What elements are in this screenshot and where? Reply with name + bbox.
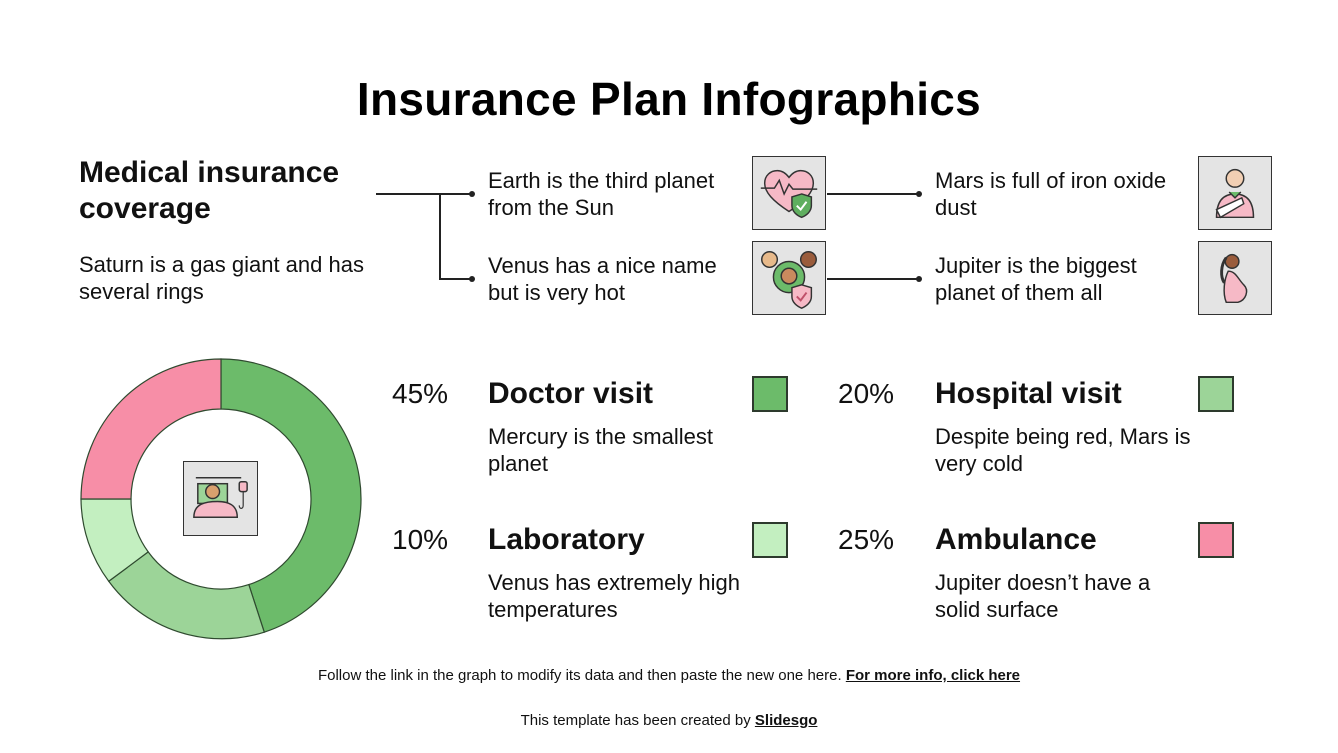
people-shield-icon (752, 241, 826, 315)
footer-note-text: Follow the link in the graph to modify i… (317, 667, 842, 684)
connector-dot (916, 191, 922, 197)
connector-line (439, 193, 441, 279)
item-title-ambulance: Ambulance (935, 523, 1097, 556)
branch-text-jupiter: Jupiter is the biggest planet of them al… (935, 253, 1137, 305)
section-title: Medical insurance coverage (79, 156, 340, 225)
swatch-laboratory (752, 522, 788, 558)
connector-dot (916, 276, 922, 282)
item-title-laboratory: Laboratory (488, 523, 645, 556)
item-percent-doctor-visit: 45% (392, 378, 449, 409)
pregnant-woman-icon (1198, 241, 1272, 315)
branch-text-mars: Mars is full of iron oxide dust (935, 168, 1167, 220)
credit-text: This template has been created by (520, 712, 751, 729)
heart-shield-icon (752, 156, 826, 230)
connector-dot (469, 276, 475, 282)
section-description: Saturn is a gas giant and has several ri… (79, 252, 364, 304)
hospital-bed-patient-icon (183, 461, 258, 536)
injured-arm-sling-icon (1198, 156, 1272, 230)
item-percent-ambulance: 25% (838, 524, 895, 555)
swatch-ambulance (1198, 522, 1234, 558)
donut-slice-doctor-visit (220, 358, 362, 633)
item-desc-laboratory: Venus has extremely high temperatures (488, 570, 740, 622)
more-info-link[interactable]: For more info, click here (845, 667, 1021, 684)
connector-line (439, 278, 472, 280)
footer-note: Follow the link in the graph to modify i… (0, 667, 1338, 684)
swatch-doctor-visit (752, 376, 788, 412)
item-percent-hospital-visit: 20% (838, 378, 895, 409)
item-title-doctor-visit: Doctor visit (488, 377, 654, 410)
donut-slice-ambulance (80, 358, 222, 500)
footer-credit: This template has been created by Slides… (0, 712, 1338, 729)
connector-line (827, 278, 919, 280)
item-desc-ambulance: Jupiter doesn’t have a solid surface (935, 570, 1151, 622)
donut-chart (80, 358, 362, 640)
connector-line (376, 193, 472, 195)
page-title: Insurance Plan Infographics (356, 73, 982, 125)
item-percent-laboratory: 10% (392, 524, 449, 555)
branch-text-venus: Venus has a nice name but is very hot (488, 253, 717, 305)
slidesgo-link[interactable]: Slidesgo (754, 712, 818, 729)
item-desc-hospital-visit: Despite being red, Mars is very cold (935, 424, 1191, 476)
donut-slice-hospital-visit (107, 551, 266, 640)
swatch-hospital-visit (1198, 376, 1234, 412)
item-desc-doctor-visit: Mercury is the smallest planet (488, 424, 713, 476)
branch-text-earth: Earth is the third planet from the Sun (488, 168, 715, 220)
item-title-hospital-visit: Hospital visit (935, 377, 1122, 410)
connector-dot (469, 191, 475, 197)
connector-line (827, 193, 919, 195)
